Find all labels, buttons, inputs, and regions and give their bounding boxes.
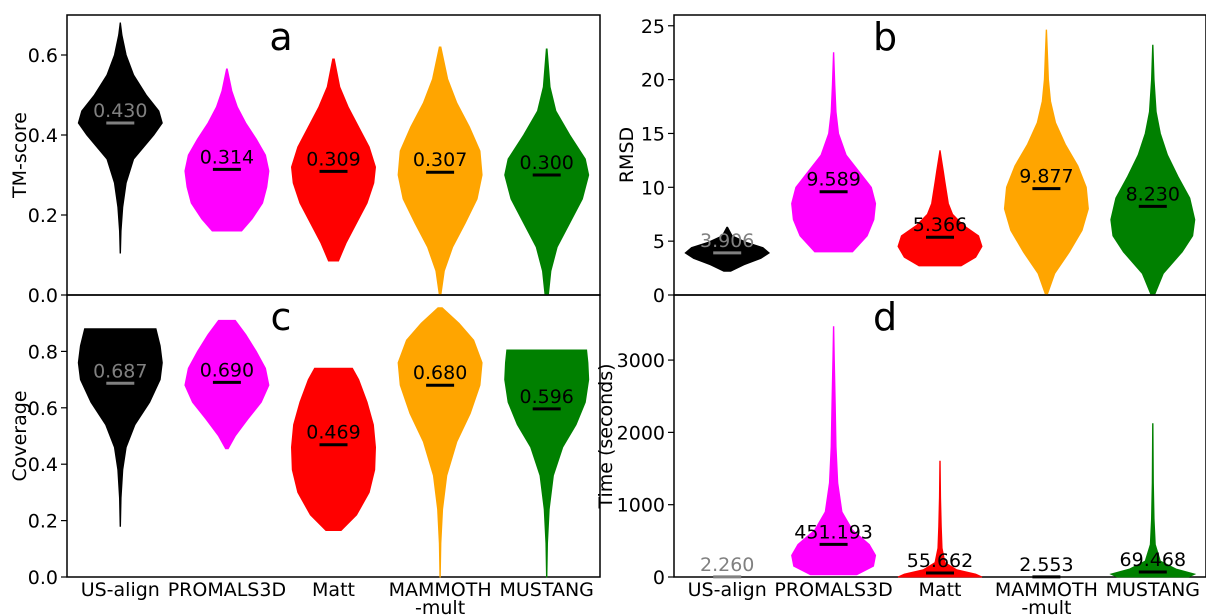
- y-tick-label: 0.0: [28, 567, 58, 589]
- panel-letter: b: [873, 15, 897, 59]
- mean-label: 0.680: [413, 362, 467, 384]
- y-tick-label: 1000: [617, 495, 665, 517]
- mean-label: 0.596: [519, 386, 573, 408]
- mean-label: 0.307: [413, 149, 467, 171]
- y-tick-label: 0.6: [28, 45, 58, 67]
- x-tick-label: MUSTANG: [1106, 579, 1200, 601]
- y-tick-label: 0.0: [28, 285, 58, 307]
- y-tick-label: 0: [653, 285, 665, 307]
- x-tick-label: MAMMOTH: [995, 579, 1098, 601]
- violin-promals3d: [791, 326, 877, 576]
- y-tick-label: 0.4: [28, 454, 58, 476]
- x-tick-label: MAMMOTH: [389, 579, 492, 601]
- x-tick-label: US-align: [81, 579, 160, 601]
- mean-label: 0.469: [306, 422, 360, 444]
- violin-promals3d: [791, 52, 877, 253]
- violin-promals3d: [184, 68, 270, 232]
- violin-matt: [290, 367, 377, 531]
- y-tick-label: 2000: [617, 422, 665, 444]
- mean-label: 0.314: [200, 146, 254, 168]
- y-axis-label: RMSD: [616, 127, 638, 183]
- violin-mustang: [504, 48, 590, 296]
- x-tick-label: PROMALS3D: [168, 579, 286, 601]
- panel-a: 0.0 0.2 0.4 0.6 TM-score a 0.430 0.314 0.309 0.30…: [9, 14, 601, 307]
- panel-letter: d: [873, 295, 897, 339]
- mean-label: 55.662: [907, 550, 973, 572]
- violin-matt: [290, 58, 377, 262]
- mean-label: 0.690: [200, 359, 254, 381]
- violin-mustang: [504, 349, 590, 578]
- axes-frame: [66, 294, 601, 578]
- y-axis-label: TM-score: [9, 112, 31, 199]
- panel-c: 0.0 0.2 0.4 0.6 0.8 Coverage c 0.687 0.690 0.469 0…: [9, 294, 601, 616]
- violin-matt: [897, 460, 983, 578]
- y-tick-label: 0.2: [28, 511, 58, 533]
- x-tick-label: MUSTANG: [499, 579, 593, 601]
- y-tick-label: 0.4: [28, 125, 58, 147]
- mean-label: 2.260: [700, 554, 754, 576]
- y-tick-label: 10: [641, 177, 665, 199]
- x-tick-label: US-align: [688, 579, 767, 601]
- mean-label: 8.230: [1126, 183, 1180, 205]
- panel-b: 0 5 10 15 20 25 RMSD b 3.906 9.589 5.366 9.877 8.230: [616, 14, 1206, 307]
- violin-mustang: [1109, 423, 1197, 578]
- y-axis-label: Coverage: [9, 390, 31, 481]
- y-tick-label: 25: [641, 16, 665, 38]
- mean-label: 0.687: [93, 360, 147, 382]
- panels: 0.0 0.2 0.4 0.6 TM-score a 0.430 0.314 0.309 0.30…: [9, 14, 1206, 616]
- y-axis-label: Time (seconds): [595, 363, 617, 509]
- mean-label: 0.309: [306, 148, 360, 170]
- violin-mustang: [1110, 44, 1196, 296]
- mean-label: 0.430: [93, 100, 147, 122]
- violin-us-align: [77, 328, 163, 527]
- violin-promals3d: [184, 319, 270, 450]
- violin-mammoth-mult: [1003, 29, 1089, 296]
- mean-label: 451.193: [794, 521, 873, 543]
- x-tick-sublabel: -mult: [415, 597, 465, 616]
- mean-label: 9.877: [1019, 166, 1073, 188]
- violin-matt: [897, 150, 983, 267]
- y-tick-label: 0.6: [28, 398, 58, 420]
- violin-mammoth-mult: [397, 307, 483, 578]
- y-tick-label: 5: [653, 231, 665, 253]
- violin-us-align: [684, 226, 771, 272]
- y-tick-label: 3000: [617, 350, 665, 372]
- y-tick-label: 15: [641, 123, 665, 145]
- mean-label: 69.468: [1120, 549, 1186, 571]
- mean-label: 0.300: [519, 152, 573, 174]
- y-tick-label: 0.8: [28, 341, 58, 363]
- y-tick-label: 20: [641, 70, 665, 92]
- mean-label: 3.906: [700, 230, 754, 252]
- y-tick-label: 0.2: [28, 205, 58, 227]
- x-tick-label: PROMALS3D: [774, 579, 892, 601]
- mean-label: 5.366: [913, 214, 967, 236]
- x-tick-sublabel: -mult: [1021, 597, 1071, 616]
- y-tick-label: 0: [653, 567, 665, 589]
- mean-label: 2.553: [1019, 554, 1073, 576]
- x-tick-label: Matt: [312, 579, 355, 601]
- x-tick-label: Matt: [919, 579, 962, 601]
- mean-label: 9.589: [806, 169, 860, 191]
- panel-letter: c: [271, 295, 292, 339]
- panel-letter: a: [269, 15, 292, 59]
- violin-us-align: [77, 22, 163, 254]
